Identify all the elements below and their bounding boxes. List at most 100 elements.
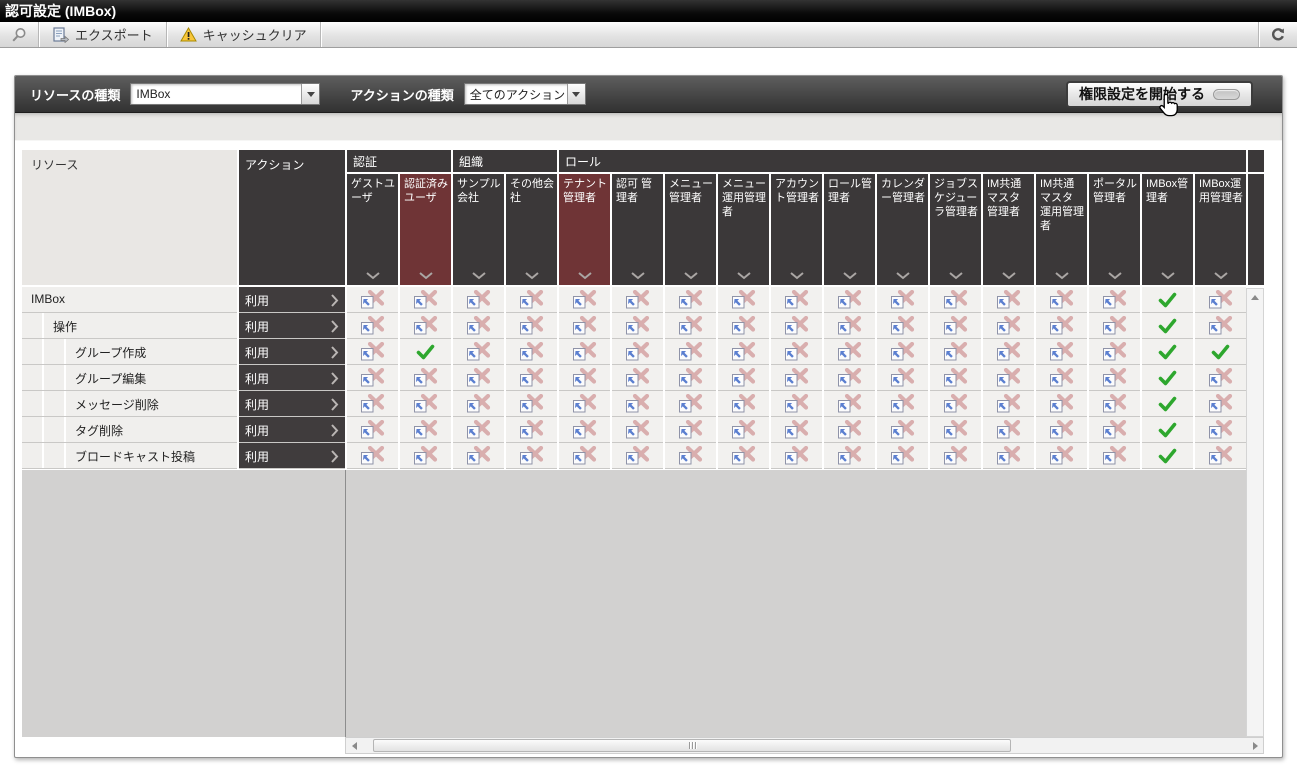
permission-cell[interactable] (400, 443, 451, 469)
permission-cell[interactable] (612, 313, 663, 339)
permission-cell[interactable] (771, 339, 822, 365)
column-header-cell[interactable]: IM共通マスタ 運用管理者 (1036, 174, 1087, 285)
permission-cell[interactable] (665, 391, 716, 417)
permission-cell[interactable] (612, 365, 663, 391)
permission-cell[interactable] (930, 287, 981, 313)
permission-cell[interactable] (1036, 417, 1087, 443)
permission-cell[interactable] (1195, 287, 1246, 313)
permission-cell[interactable] (877, 391, 928, 417)
permission-cell[interactable] (453, 313, 504, 339)
permission-cell[interactable] (1142, 417, 1193, 443)
vertical-scrollbar[interactable] (1246, 288, 1264, 737)
permission-cell[interactable] (771, 287, 822, 313)
permission-cell[interactable] (1036, 391, 1087, 417)
permission-cell[interactable] (1142, 339, 1193, 365)
permission-cell[interactable] (824, 365, 875, 391)
permission-cell[interactable] (771, 313, 822, 339)
permission-cell[interactable] (718, 339, 769, 365)
column-header-cell[interactable]: サンプル会社 (453, 174, 504, 285)
permission-cell[interactable] (1036, 365, 1087, 391)
permission-cell[interactable] (612, 391, 663, 417)
action-cell[interactable]: 利用 (239, 313, 345, 339)
permission-cell[interactable] (506, 313, 557, 339)
permission-cell[interactable] (400, 313, 451, 339)
permission-cell[interactable] (771, 443, 822, 469)
column-header-cell[interactable]: 認可 管理者 (612, 174, 663, 285)
permission-cell[interactable] (400, 391, 451, 417)
permission-cell[interactable] (1036, 443, 1087, 469)
horizontal-scroll-thumb[interactable] (373, 739, 1011, 752)
column-header-cell[interactable]: ゲストユーザ (347, 174, 398, 285)
permission-cell[interactable] (453, 391, 504, 417)
permission-cell[interactable] (1195, 313, 1246, 339)
permission-cell[interactable] (347, 391, 398, 417)
horizontal-scrollbar[interactable] (345, 737, 1264, 754)
permission-cell[interactable] (771, 365, 822, 391)
column-header-cell[interactable]: その他会社 (506, 174, 557, 285)
column-header-cell[interactable]: メニュー運用管理者 (718, 174, 769, 285)
column-header-cell[interactable]: 認証済みユーザ (400, 174, 451, 285)
permission-cell[interactable] (1195, 417, 1246, 443)
permission-cell[interactable] (1142, 443, 1193, 469)
permission-cell[interactable] (930, 313, 981, 339)
permission-cell[interactable] (559, 287, 610, 313)
horizontal-scroll-track[interactable] (362, 738, 1247, 753)
permission-cell[interactable] (983, 313, 1034, 339)
scroll-right-arrow-icon[interactable] (1247, 738, 1263, 753)
permission-cell[interactable] (347, 313, 398, 339)
permission-cell[interactable] (771, 417, 822, 443)
permission-cell[interactable] (1089, 417, 1140, 443)
column-header-cell[interactable]: IMBox管理者 (1142, 174, 1193, 285)
action-cell[interactable]: 利用 (239, 339, 345, 365)
action-cell[interactable]: 利用 (239, 287, 345, 313)
permission-cell[interactable] (665, 365, 716, 391)
permission-cell[interactable] (347, 417, 398, 443)
permission-cell[interactable] (930, 443, 981, 469)
permission-cell[interactable] (824, 287, 875, 313)
permission-cell[interactable] (665, 339, 716, 365)
permission-cell[interactable] (1089, 313, 1140, 339)
permission-cell[interactable] (1142, 287, 1193, 313)
permission-cell[interactable] (1195, 391, 1246, 417)
permission-cell[interactable] (718, 417, 769, 443)
permission-cell[interactable] (1142, 365, 1193, 391)
export-button[interactable]: エクスポート (39, 22, 167, 47)
permission-cell[interactable] (665, 417, 716, 443)
permission-cell[interactable] (718, 313, 769, 339)
column-header-cell[interactable]: アカウント管理者 (771, 174, 822, 285)
column-header-cell[interactable]: テナント管理者 (559, 174, 610, 285)
permission-cell[interactable] (453, 287, 504, 313)
permission-cell[interactable] (930, 365, 981, 391)
permission-cell[interactable] (559, 339, 610, 365)
permission-cell[interactable] (347, 339, 398, 365)
permission-cell[interactable] (877, 417, 928, 443)
permission-cell[interactable] (1142, 313, 1193, 339)
permission-cell[interactable] (453, 417, 504, 443)
permission-cell[interactable] (983, 365, 1034, 391)
permission-cell[interactable] (612, 417, 663, 443)
permission-cell[interactable] (559, 417, 610, 443)
permission-cell[interactable] (506, 391, 557, 417)
permission-cell[interactable] (824, 443, 875, 469)
permission-cell[interactable] (877, 339, 928, 365)
column-header-cell[interactable]: IM共通マスタ 管理者 (983, 174, 1034, 285)
permission-cell[interactable] (665, 287, 716, 313)
permission-cell[interactable] (665, 313, 716, 339)
permission-cell[interactable] (1089, 443, 1140, 469)
permission-cell[interactable] (453, 443, 504, 469)
permission-cell[interactable] (1195, 339, 1246, 365)
permission-cell[interactable] (400, 339, 451, 365)
permission-cell[interactable] (612, 287, 663, 313)
column-header-cell[interactable]: ポータル管理者 (1089, 174, 1140, 285)
permission-cell[interactable] (1036, 339, 1087, 365)
permission-cell[interactable] (877, 313, 928, 339)
permission-cell[interactable] (559, 313, 610, 339)
permission-cell[interactable] (877, 443, 928, 469)
action-cell[interactable]: 利用 (239, 391, 345, 417)
permission-cell[interactable] (559, 365, 610, 391)
permission-cell[interactable] (453, 339, 504, 365)
column-header-cell[interactable]: カレンダー管理者 (877, 174, 928, 285)
permission-cell[interactable] (612, 339, 663, 365)
permission-cell[interactable] (347, 365, 398, 391)
permission-cell[interactable] (1036, 313, 1087, 339)
